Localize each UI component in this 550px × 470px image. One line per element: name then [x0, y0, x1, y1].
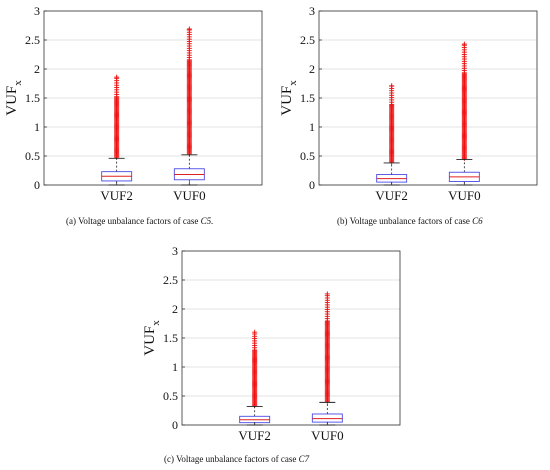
caption-case: C6	[472, 216, 483, 226]
caption-a: (a) Voltage unbalance factors of case C5…	[66, 216, 213, 226]
boxplot-chart-a: 0 0.5 1 1.5 2 2.5 3 VUFx VUF2 VUF0	[4, 4, 263, 200]
x-tick-label: VUF2	[375, 188, 408, 200]
y-tick-label: 1.5	[163, 331, 178, 345]
y-axis-label: VUFx	[142, 320, 162, 356]
caption-case: C7	[298, 454, 310, 464]
box-vuf0	[448, 41, 480, 186]
y-tick-label: 1.5	[25, 91, 40, 105]
y-tick-label: 1	[172, 360, 178, 374]
y-tick-label: 1.5	[300, 91, 315, 105]
y-tick-label: 3	[172, 244, 178, 258]
caption-text: Voltage unbalance factors of case	[78, 216, 199, 226]
caption-c: (c) Voltage unbalance factors of case C7	[164, 454, 309, 464]
y-tick-label: 2	[34, 62, 40, 76]
caption-text: Voltage unbalance factors of case	[349, 216, 470, 226]
boxplot-chart-b: 0 0.5 1 1.5 2 2.5 3 VUFx VUF2 VUF0	[279, 4, 538, 200]
y-tick-label: 2	[172, 302, 178, 316]
y-tick-label: 0	[172, 418, 178, 432]
y-tick-label: 3	[309, 4, 315, 18]
caption-label: (c)	[164, 454, 174, 464]
x-tick-label: VUF2	[100, 188, 133, 200]
y-tick-label: 0	[309, 178, 315, 192]
y-tick-label: 0.5	[25, 149, 40, 163]
caption-text: Voltage unbalance factors of case	[176, 454, 297, 464]
subplot-b: 0 0.5 1 1.5 2 2.5 3 VUFx VUF2 VUF0 (b) Voltage un…	[275, 0, 550, 235]
box-vuf0	[311, 291, 343, 426]
caption-label: (b)	[337, 216, 348, 226]
y-tick-label: 3	[34, 4, 40, 18]
y-tick-label: 2.5	[25, 33, 40, 47]
caption-case: C5.	[200, 216, 214, 226]
y-tick-label: 0	[34, 178, 40, 192]
y-axis-label: VUFx	[279, 80, 299, 116]
x-tick-label: VUF0	[173, 188, 206, 200]
y-tick-label: 2.5	[163, 273, 178, 287]
box-vuf2	[239, 329, 271, 426]
y-tick-label: 0.5	[300, 149, 315, 163]
caption-b: (b) Voltage unbalance factors of case C6	[337, 216, 483, 226]
y-tick-label: 0.5	[163, 389, 178, 403]
subplot-c: 0 0.5 1 1.5 2 2.5 3 VUFx VUF2 VUF0 (c) Voltage un…	[138, 240, 413, 470]
y-tick-label: 2	[309, 62, 315, 76]
x-tick-label: VUF2	[238, 428, 271, 440]
iqr-box	[311, 413, 343, 423]
y-tick-label: 1	[309, 120, 315, 134]
y-tick-label: 1	[34, 120, 40, 134]
y-tick-label: 2.5	[300, 33, 315, 47]
box-vuf2	[101, 74, 133, 186]
y-axis-label: VUFx	[4, 80, 24, 116]
subplot-a: 0 0.5 1 1.5 2 2.5 3 VUFx VUF2 VUF0 (a) Voltage un…	[0, 0, 275, 235]
box-vuf2	[376, 83, 408, 186]
caption-label: (a)	[66, 216, 76, 226]
x-tick-label: VUF0	[448, 188, 481, 200]
x-tick-label: VUF0	[311, 428, 344, 440]
boxplot-chart-c: 0 0.5 1 1.5 2 2.5 3 VUFx VUF2 VUF0	[142, 244, 401, 440]
box-vuf0	[173, 26, 205, 186]
